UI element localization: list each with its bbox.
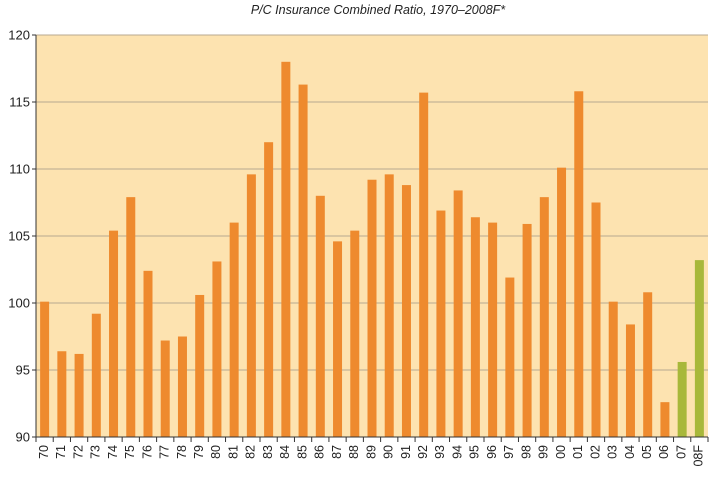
bar-96 <box>488 222 498 437</box>
x-tick-label-86: 86 <box>313 445 327 459</box>
x-tick-label-76: 76 <box>140 445 154 459</box>
x-tick-label-95: 95 <box>468 445 482 459</box>
bar-78 <box>177 336 187 437</box>
bar-85 <box>298 84 308 437</box>
bar-07 <box>677 361 687 437</box>
x-tick-label-89: 89 <box>364 445 378 459</box>
bar-90 <box>384 174 394 438</box>
x-tick-label-96: 96 <box>485 445 499 459</box>
bar-86 <box>315 195 325 437</box>
bar-95 <box>470 217 480 437</box>
x-tick-label-06: 06 <box>657 445 671 459</box>
bars <box>40 61 704 438</box>
x-tick-label-72: 72 <box>71 445 85 459</box>
x-tick-label-02: 02 <box>588 445 602 459</box>
x-tick-label-71: 71 <box>54 445 68 459</box>
x-tick-label-07: 07 <box>674 445 688 459</box>
bar-77 <box>160 340 170 437</box>
bar-87 <box>333 241 343 437</box>
x-axis-ticks: 70 71 72 73 74 75 76 77 78 79 80 81 82 83 84 85 86 87 88 89… <box>35 437 709 467</box>
bar-82 <box>246 174 256 438</box>
bar-06 <box>660 402 670 437</box>
x-tick-label-88: 88 <box>347 445 361 459</box>
bar-98 <box>522 223 532 437</box>
bar-73 <box>91 313 101 437</box>
x-tick-label-79: 79 <box>192 445 206 459</box>
y-tick-label-95: 95 <box>16 363 30 378</box>
x-tick-label-85: 85 <box>295 445 309 459</box>
bar-81 <box>229 222 239 437</box>
bar-92 <box>419 92 429 438</box>
y-axis-ticks: 90 95 100 105 110 115 120 <box>8 28 36 445</box>
bar-02 <box>591 202 601 437</box>
y-tick-label-105: 105 <box>8 229 30 244</box>
x-tick-label-83: 83 <box>261 445 275 459</box>
x-tick-label-82: 82 <box>244 445 258 459</box>
bar-99 <box>539 197 549 437</box>
y-tick-label-120: 120 <box>8 28 30 43</box>
bar-75 <box>126 197 136 437</box>
x-tick-label-98: 98 <box>519 445 533 459</box>
bar-08F <box>694 260 704 437</box>
bar-04 <box>625 324 635 437</box>
x-tick-label-70: 70 <box>37 445 51 459</box>
x-tick-label-78: 78 <box>175 445 189 459</box>
x-tick-label-74: 74 <box>106 445 120 459</box>
chart-title: P/C Insurance Combined Ratio, 1970–2008F… <box>251 3 506 17</box>
x-tick-label-90: 90 <box>382 445 396 459</box>
x-tick-label-00: 00 <box>554 445 568 459</box>
x-tick-label-94: 94 <box>450 445 464 459</box>
bar-70 <box>40 301 50 437</box>
x-tick-label-87: 87 <box>330 445 344 459</box>
bar-89 <box>367 179 377 437</box>
bar-93 <box>436 210 446 437</box>
x-tick-label-05: 05 <box>640 445 654 459</box>
x-tick-label-81: 81 <box>226 445 240 459</box>
bar-05 <box>643 292 653 437</box>
x-tick-label-80: 80 <box>209 445 223 459</box>
bar-76 <box>143 270 153 437</box>
x-tick-label-08F: 08F <box>692 445 706 467</box>
x-tick-label-04: 04 <box>623 445 637 459</box>
x-tick-label-73: 73 <box>89 445 103 459</box>
x-tick-label-97: 97 <box>502 445 516 459</box>
bar-80 <box>212 261 222 437</box>
bar-00 <box>557 167 567 437</box>
x-tick-label-84: 84 <box>278 445 292 459</box>
y-tick-label-100: 100 <box>8 296 30 311</box>
bar-74 <box>109 230 119 437</box>
bar-71 <box>57 351 67 437</box>
y-tick-label-90: 90 <box>16 430 30 445</box>
x-tick-label-77: 77 <box>158 445 172 459</box>
bar-94 <box>453 190 463 437</box>
bar-01 <box>574 91 584 437</box>
bar-88 <box>350 230 360 437</box>
bar-83 <box>264 142 274 437</box>
bar-03 <box>608 301 618 437</box>
x-tick-label-01: 01 <box>571 445 585 459</box>
x-tick-label-92: 92 <box>416 445 430 459</box>
bar-79 <box>195 294 205 437</box>
x-tick-label-93: 93 <box>433 445 447 459</box>
x-tick-label-99: 99 <box>537 445 551 459</box>
bar-72 <box>74 353 84 437</box>
bar-91 <box>401 185 411 437</box>
y-tick-label-115: 115 <box>9 95 30 110</box>
bar-84 <box>281 61 291 438</box>
bar-97 <box>505 277 515 437</box>
x-tick-label-75: 75 <box>123 445 137 459</box>
x-tick-label-03: 03 <box>606 445 620 459</box>
x-tick-label-91: 91 <box>399 445 413 459</box>
y-tick-label-110: 110 <box>9 162 30 177</box>
